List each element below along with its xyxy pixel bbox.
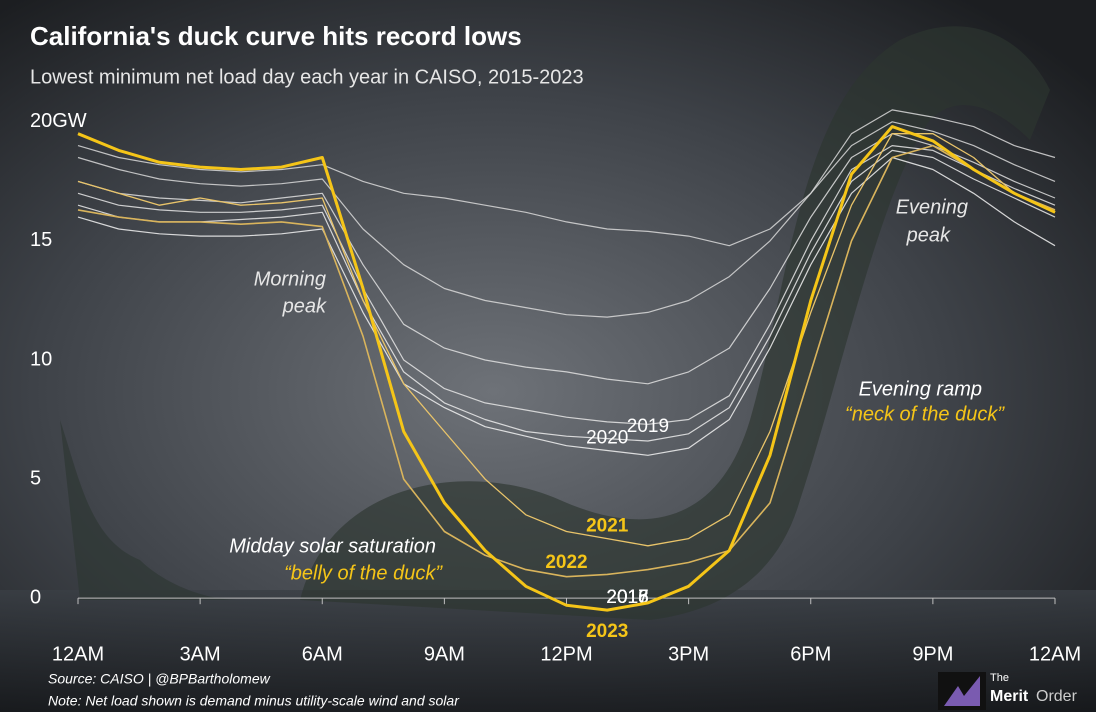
y-tick-label: 15 <box>30 229 52 251</box>
series-line <box>77 109 1056 247</box>
annotation: “belly of the duck” <box>284 562 443 584</box>
annotation: “neck of the duck” <box>845 403 1005 425</box>
series-line <box>77 125 1056 612</box>
logo: The Merit Order <box>938 672 1078 710</box>
chart-subtitle: Lowest minimum net load day each year in… <box>30 66 584 88</box>
series-label: 2017 <box>606 587 648 608</box>
x-tick-label: 3AM <box>180 643 221 665</box>
annotation: Morning <box>254 268 326 290</box>
logo-shape <box>944 676 980 706</box>
logo-text: Order <box>1036 688 1078 705</box>
series-line <box>77 149 1056 442</box>
x-tick-label: 9AM <box>424 643 465 665</box>
series-label: 2015 <box>606 587 648 608</box>
x-tick-label: 6PM <box>790 643 831 665</box>
series-line <box>77 144 1056 578</box>
chart-title: California's duck curve hits record lows <box>30 21 522 51</box>
note: Note: Net load shown is demand minus uti… <box>48 693 460 709</box>
annotations: Morning peak Evening peak Evening ramp “… <box>229 196 1005 584</box>
source: Source: CAISO | @BPBartholomew <box>48 671 271 687</box>
series-label: 2020 <box>586 428 628 449</box>
series-label: 2019 <box>627 416 669 437</box>
series-label: 2021 <box>586 516 629 537</box>
y-tick-label: 10 <box>30 348 52 370</box>
series-line <box>77 133 1056 547</box>
series-label: 2018 <box>606 587 648 608</box>
y-tick-label: 20GW <box>30 110 87 132</box>
x-tick-label: 6AM <box>302 643 343 665</box>
x-tick-label: 3PM <box>668 643 709 665</box>
y-tick-label: 0 <box>30 586 41 608</box>
logo-text: The <box>990 672 1009 684</box>
annotation: peak <box>282 295 327 317</box>
annotation: Midday solar saturation <box>229 535 436 557</box>
series-line <box>77 121 1056 318</box>
series-label: 2023 <box>586 621 628 642</box>
series-label: 2016 <box>606 587 648 608</box>
x-tick-label: 12AM <box>52 643 104 665</box>
x-tick-label: 12AM <box>1029 643 1081 665</box>
monster-silhouette <box>300 26 1050 621</box>
annotation: Evening <box>896 196 968 218</box>
x-tick-label: 9PM <box>912 643 953 665</box>
x-tick-label: 12PM <box>540 643 592 665</box>
logo-text: Merit <box>990 688 1029 705</box>
series-line <box>77 145 1056 425</box>
annotation: Evening ramp <box>859 378 982 400</box>
series-label: 2022 <box>545 552 587 573</box>
y-tick-label: 5 <box>30 467 41 489</box>
annotation: peak <box>906 224 951 246</box>
monster-tail <box>60 420 240 600</box>
